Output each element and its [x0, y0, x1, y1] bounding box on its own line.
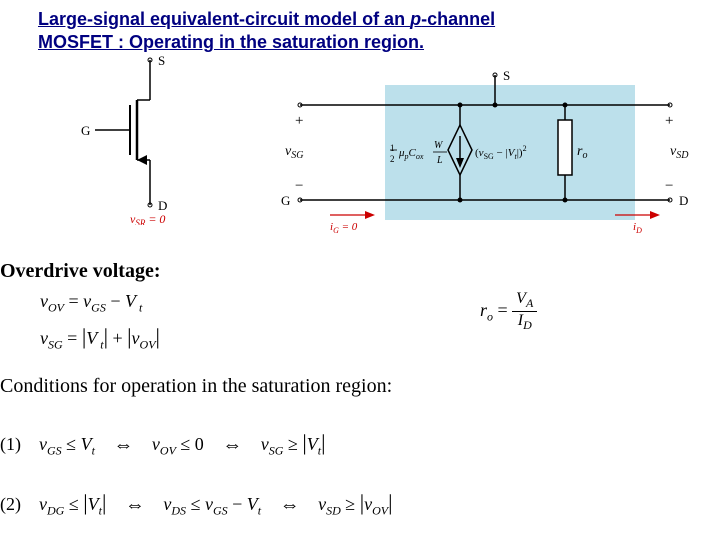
svg-text:(vSG − |Vt|)2: (vSG − |Vt|)2	[475, 144, 527, 161]
svg-text:iD: iD	[633, 221, 642, 235]
svg-text:1: 1	[390, 143, 395, 153]
svg-text:D: D	[679, 193, 688, 208]
mosfet-symbol: S G D vSR = 0	[75, 55, 225, 225]
overdrive-section: Overdrive voltage: vOV = vGS − V t vSG =…	[0, 260, 161, 352]
slide-title: Large-signal equivalent-circuit model of…	[38, 8, 495, 55]
condition-1: (1) vGS ≤ Vt ⇔ vOV ≤ 0 ⇔ vSG ≥ |Vt|	[0, 430, 326, 459]
s-label: S	[158, 55, 165, 68]
svg-text:+: +	[665, 113, 673, 129]
svg-text:iG = 0: iG = 0	[330, 221, 358, 235]
svg-text:L: L	[436, 155, 443, 166]
g-label: G	[81, 123, 90, 138]
condition-2: (2) vDG ≤ |Vt| ⇔ vDS ≤ vGS − Vt ⇔ vSD ≥ …	[0, 490, 393, 519]
svg-text:G: G	[281, 193, 290, 208]
svg-text:+: +	[295, 113, 303, 129]
svg-text:−: −	[295, 178, 303, 194]
svg-text:2: 2	[390, 154, 395, 164]
svg-text:−: −	[665, 178, 673, 194]
svg-text:S: S	[503, 70, 510, 83]
svg-text:vSD: vSD	[670, 144, 689, 161]
svg-text:vSR = 0: vSR = 0	[130, 212, 165, 225]
overdrive-title: Overdrive voltage:	[0, 260, 161, 283]
d-label: D	[158, 198, 167, 213]
svg-text:vSG: vSG	[285, 144, 303, 161]
overdrive-eq1: vOV = vGS − V t	[40, 291, 161, 316]
overdrive-eq2: vSG = |V t| + |vOV|	[40, 324, 161, 353]
conditions-title: Conditions for operation in the saturati…	[0, 375, 392, 398]
equivalent-circuit: S + vSG − + vSD − G D ro 1 2 μpCox W	[275, 70, 695, 240]
ro-equation: ro = VA ID	[480, 290, 537, 333]
